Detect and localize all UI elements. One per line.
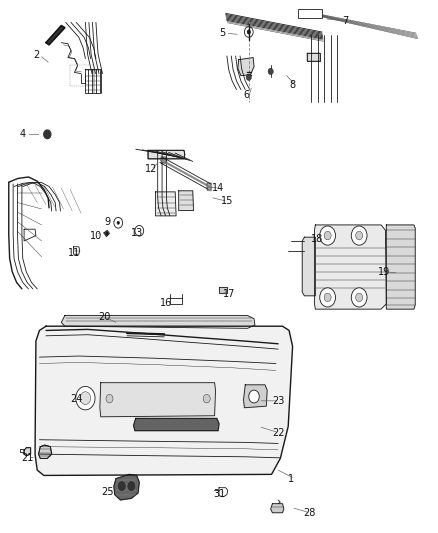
Polygon shape bbox=[386, 225, 415, 309]
Polygon shape bbox=[207, 183, 211, 190]
Circle shape bbox=[203, 394, 210, 403]
Circle shape bbox=[76, 386, 95, 410]
Circle shape bbox=[117, 221, 120, 224]
Text: 6: 6 bbox=[243, 90, 249, 100]
Text: 25: 25 bbox=[102, 487, 114, 497]
Polygon shape bbox=[148, 150, 185, 159]
Text: 19: 19 bbox=[378, 267, 390, 277]
Text: 9: 9 bbox=[104, 217, 110, 227]
Circle shape bbox=[356, 293, 363, 302]
Text: 13: 13 bbox=[131, 228, 143, 238]
Polygon shape bbox=[244, 385, 267, 408]
Text: 12: 12 bbox=[145, 165, 157, 174]
Text: 1: 1 bbox=[288, 474, 294, 483]
Circle shape bbox=[324, 231, 331, 240]
Polygon shape bbox=[161, 157, 166, 163]
Text: 2: 2 bbox=[33, 50, 39, 60]
Polygon shape bbox=[46, 26, 65, 45]
Polygon shape bbox=[114, 474, 139, 500]
Circle shape bbox=[105, 231, 109, 236]
Polygon shape bbox=[307, 53, 320, 61]
Text: 5: 5 bbox=[219, 28, 225, 38]
Circle shape bbox=[135, 225, 144, 236]
Text: 24: 24 bbox=[70, 394, 82, 403]
Text: 15: 15 bbox=[221, 197, 233, 206]
Polygon shape bbox=[61, 316, 255, 328]
Text: 21: 21 bbox=[21, 454, 33, 463]
Circle shape bbox=[80, 392, 91, 405]
Polygon shape bbox=[24, 448, 31, 456]
Circle shape bbox=[44, 130, 51, 139]
Circle shape bbox=[246, 74, 251, 80]
Text: 31: 31 bbox=[214, 489, 226, 499]
Circle shape bbox=[247, 30, 251, 34]
Polygon shape bbox=[314, 225, 386, 309]
Circle shape bbox=[320, 226, 336, 245]
Polygon shape bbox=[302, 237, 315, 296]
Circle shape bbox=[351, 288, 367, 307]
Circle shape bbox=[249, 390, 259, 403]
Circle shape bbox=[106, 394, 113, 403]
Polygon shape bbox=[238, 58, 254, 76]
Circle shape bbox=[320, 288, 336, 307]
Text: 11: 11 bbox=[68, 248, 80, 258]
Polygon shape bbox=[134, 418, 219, 431]
Text: 4: 4 bbox=[20, 130, 26, 139]
Text: 22: 22 bbox=[272, 428, 285, 438]
Polygon shape bbox=[219, 287, 227, 293]
Circle shape bbox=[117, 481, 126, 491]
Polygon shape bbox=[100, 383, 215, 417]
Polygon shape bbox=[39, 445, 52, 458]
Text: 28: 28 bbox=[303, 508, 315, 518]
Circle shape bbox=[356, 231, 363, 240]
Text: 14: 14 bbox=[212, 183, 225, 192]
Circle shape bbox=[268, 68, 273, 75]
Text: 17: 17 bbox=[223, 289, 236, 299]
Text: 16: 16 bbox=[160, 298, 172, 308]
Circle shape bbox=[127, 481, 136, 491]
Text: 23: 23 bbox=[272, 396, 285, 406]
Text: 18: 18 bbox=[311, 234, 323, 244]
Polygon shape bbox=[35, 326, 293, 475]
Text: 20: 20 bbox=[99, 312, 111, 322]
Polygon shape bbox=[271, 504, 284, 513]
Circle shape bbox=[351, 226, 367, 245]
Circle shape bbox=[324, 293, 331, 302]
Text: 7: 7 bbox=[343, 17, 349, 26]
Text: 10: 10 bbox=[90, 231, 102, 240]
FancyBboxPatch shape bbox=[298, 9, 322, 18]
Polygon shape bbox=[155, 192, 176, 216]
Text: 8: 8 bbox=[289, 80, 295, 90]
Polygon shape bbox=[179, 191, 194, 211]
